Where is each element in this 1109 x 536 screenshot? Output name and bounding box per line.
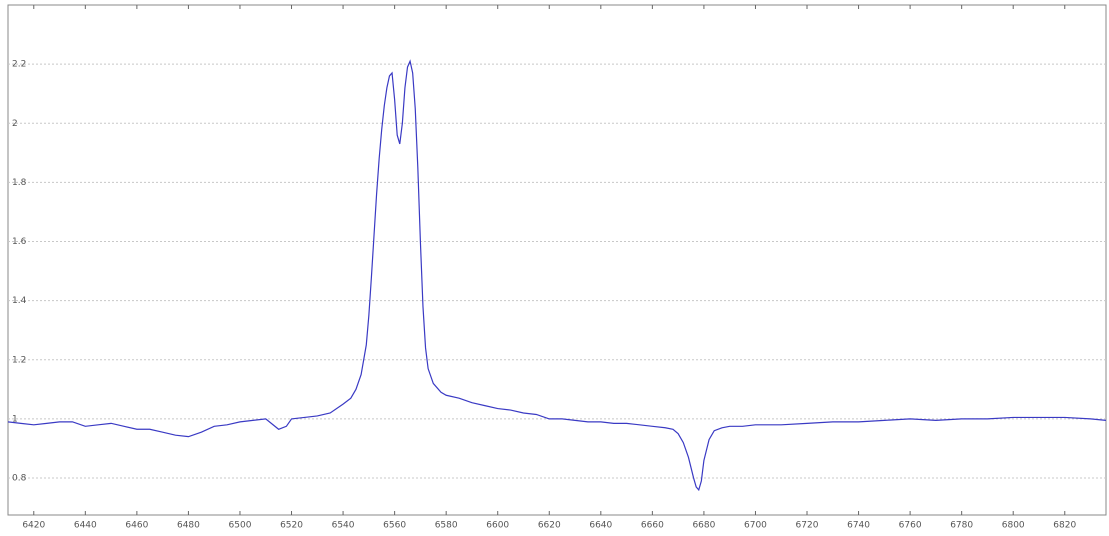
x-tick-label: 6780: [950, 521, 973, 531]
x-tick-label: 6600: [486, 521, 509, 531]
x-tick-label: 6500: [229, 521, 252, 531]
x-tick-label: 6800: [1002, 521, 1025, 531]
x-tick-label: 6680: [692, 521, 715, 531]
x-tick-label: 6520: [280, 521, 303, 531]
x-tick-label: 6660: [641, 521, 664, 531]
x-tick-label: 6580: [435, 521, 458, 531]
x-tick-label: 6540: [332, 521, 355, 531]
y-tick-label: 0.8: [12, 474, 27, 484]
x-tick-label: 6820: [1053, 521, 1076, 531]
x-tick-label: 6440: [74, 521, 97, 531]
x-tick-label: 6420: [22, 521, 45, 531]
y-tick-label: 1.8: [12, 178, 27, 188]
x-tick-label: 6740: [847, 521, 870, 531]
x-tick-label: 6480: [177, 521, 200, 531]
plot-frame: [7, 4, 1107, 516]
y-tick-label: 2.2: [12, 60, 26, 70]
x-tick-label: 6560: [383, 521, 406, 531]
x-tick-label: 6700: [744, 521, 767, 531]
x-tick-label: 6720: [796, 521, 819, 531]
x-tick-label: 6620: [538, 521, 561, 531]
spectrum-line: [7, 59, 1107, 492]
x-tick-label: 6460: [125, 521, 148, 531]
y-tick-label: 1.6: [12, 237, 27, 247]
y-tick-label: 2: [12, 119, 18, 129]
y-tick-label: 1.4: [12, 296, 27, 306]
x-tick-label: 6760: [899, 521, 922, 531]
y-tick-label: 1.2: [12, 355, 26, 365]
x-tick-label: 6640: [589, 521, 612, 531]
y-tick-label: 1: [12, 414, 18, 424]
